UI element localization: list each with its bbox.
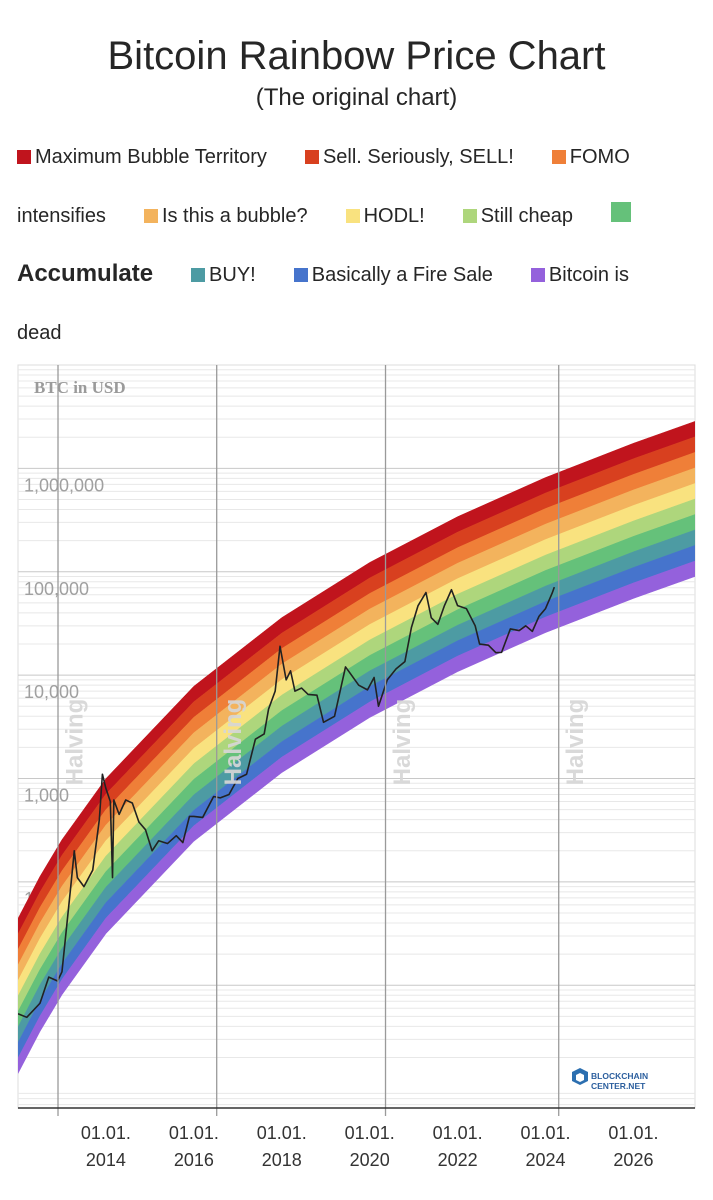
legend-item: HODL! — [345, 205, 425, 227]
legend-swatch — [551, 150, 566, 164]
legend-item: Sell. Seriously, SELL! — [304, 146, 514, 168]
halving-label: Halving — [220, 699, 247, 786]
legend-item: Maximum Bubble Territory — [17, 146, 267, 168]
y-tick-label: 100,000 — [24, 579, 89, 599]
legend-label: Bitcoin is dead — [17, 264, 629, 344]
x-tick-label: 01.01. 2024 — [520, 1123, 571, 1170]
x-tick-label: 01.01. 2022 — [432, 1123, 483, 1170]
x-tick-label: 01.01. 2018 — [256, 1123, 307, 1170]
watermark-text: CENTER.NET — [591, 1081, 646, 1091]
x-tick-label: 01.01. 2020 — [344, 1123, 395, 1170]
legend-swatch — [530, 268, 545, 282]
y-tick-label: 10,000 — [24, 682, 79, 702]
watermark: BLOCKCHAIN CENTER.NET — [572, 1068, 648, 1091]
x-tick-label: 01.01. 2026 — [608, 1123, 659, 1170]
halving-label: Halving — [61, 699, 88, 786]
y-tick-label: 1,000 — [24, 786, 69, 806]
halvings: Halving Halving Halving Halving — [57, 365, 589, 1116]
legend-label: Basically a Fire Sale — [311, 264, 493, 286]
price-layer — [18, 586, 556, 1019]
legend-item: Bitcoin is dead — [17, 264, 629, 344]
legend-item: BUY! — [191, 264, 256, 286]
legend-label: Sell. Seriously, SELL! — [322, 146, 514, 168]
halving-label: Halving — [562, 699, 589, 786]
legend-swatch — [293, 268, 308, 282]
legend-swatch — [17, 150, 31, 164]
subtitle: (The original chart) — [255, 84, 458, 111]
legend-item: Still cheap — [462, 205, 573, 227]
legend-label: BUY! — [209, 264, 256, 286]
x-tick-label: 01.01. 2014 — [80, 1123, 131, 1170]
legend-swatch — [611, 202, 631, 222]
watermark-icon-inner — [576, 1073, 584, 1082]
legend-label: Is this a bubble? — [161, 205, 308, 227]
legend-item: Is this a bubble? — [143, 205, 308, 227]
legend-swatch — [143, 209, 158, 223]
legend-swatch — [304, 150, 319, 164]
legend-item: Basically a Fire Sale — [293, 264, 493, 286]
rainbow-bands — [18, 421, 695, 1074]
legend-swatch — [462, 209, 477, 223]
legend-swatch — [345, 209, 360, 223]
legend: Maximum Bubble Territory Sell. Seriously,… — [17, 128, 697, 362]
halving-label: Halving — [389, 699, 416, 786]
x-tick-label: 01.01. 2016 — [168, 1123, 219, 1170]
legend-label: FOMO intensifies — [17, 146, 630, 227]
legend-label: Maximum Bubble Territory — [35, 146, 267, 168]
y-tick-label: 1,000,000 — [24, 475, 104, 495]
legend-swatch — [191, 268, 206, 282]
price-line — [18, 586, 556, 1019]
legend-item: FOMO intensifies — [17, 146, 630, 227]
legend-item: Accumulate — [17, 201, 635, 287]
rainbow-band — [18, 560, 695, 1074]
y-axis-label: BTC in USD — [34, 378, 126, 397]
legend-label: Still cheap — [480, 205, 573, 227]
legend-label: Accumulate — [17, 260, 154, 287]
watermark-text: BLOCKCHAIN — [591, 1071, 648, 1081]
title: Bitcoin Rainbow Price Chart — [107, 34, 606, 78]
legend-label: HODL! — [363, 205, 425, 227]
